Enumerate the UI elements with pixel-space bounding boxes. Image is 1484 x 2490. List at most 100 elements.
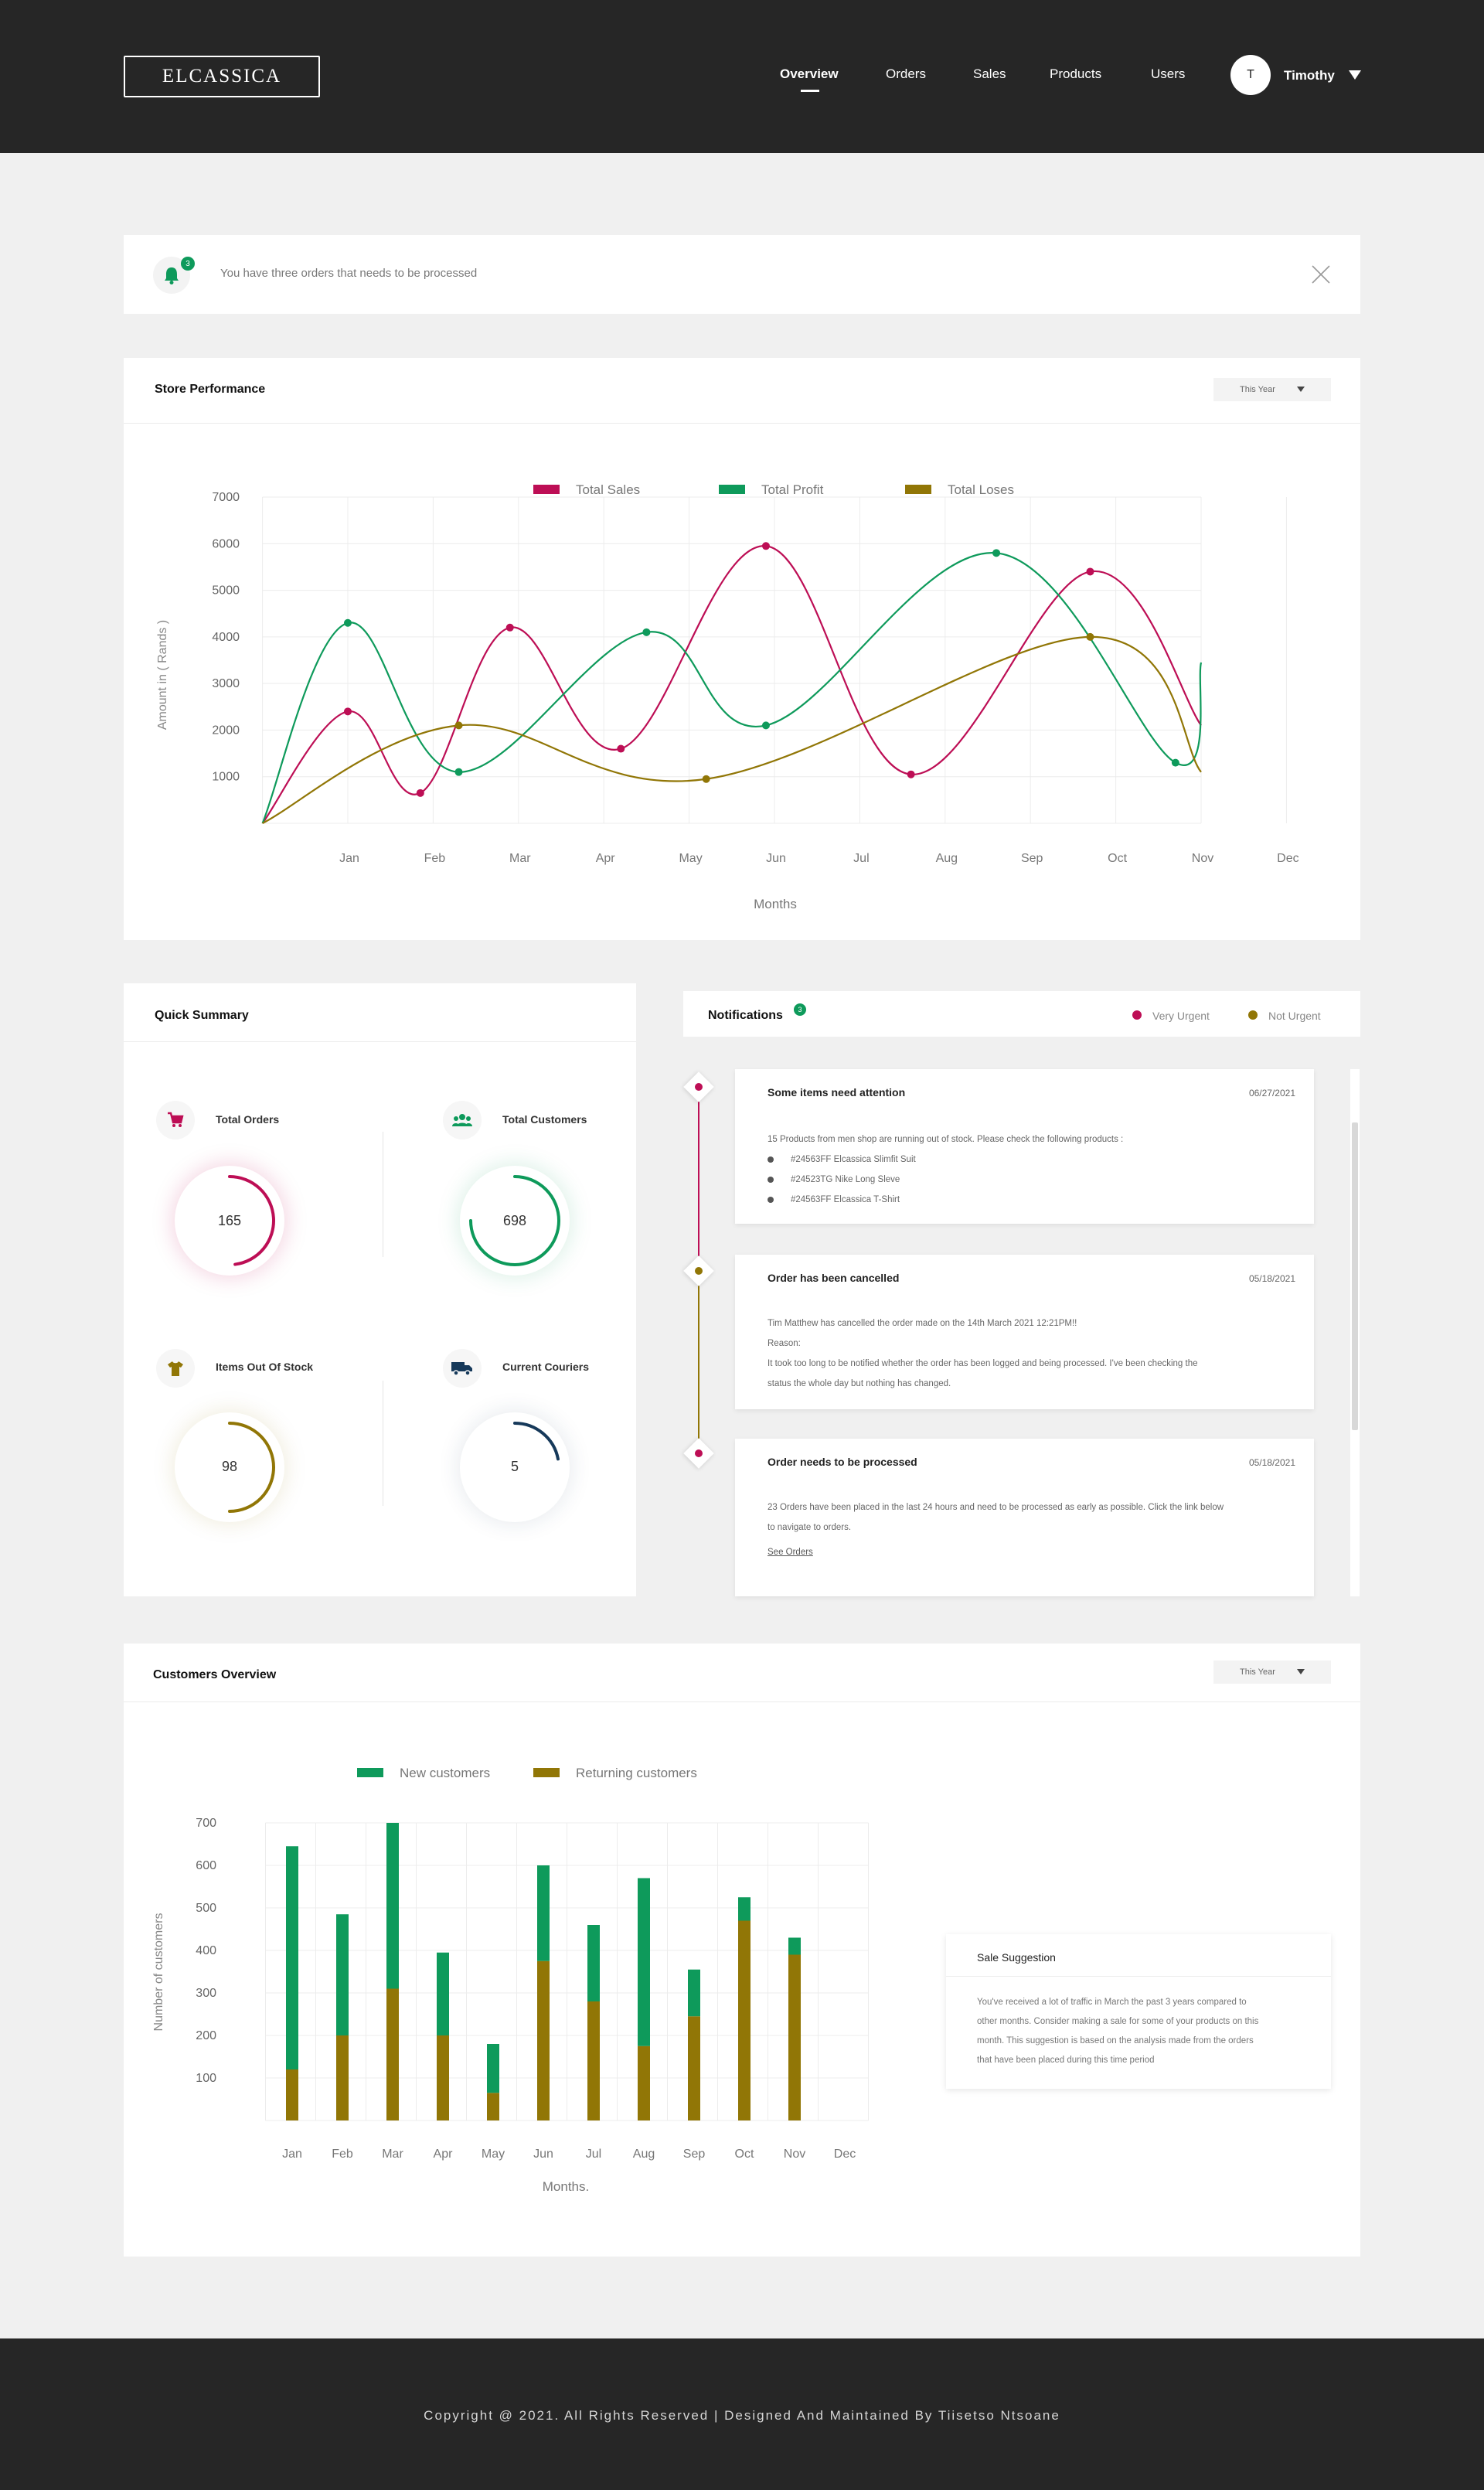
notification-title: Order needs to be processed: [768, 1456, 917, 1468]
bar-returning[interactable]: [437, 2035, 449, 2120]
bar-new[interactable]: [336, 1914, 349, 2035]
bar-new[interactable]: [738, 1897, 751, 1921]
x-tick-label: Jun: [766, 852, 786, 865]
store-performance-period-select[interactable]: This Year: [1213, 378, 1331, 401]
x-tick-label: Sep: [683, 2148, 706, 2161]
x-axis-title: Months.: [543, 2179, 589, 2194]
y-tick-label: 1000: [212, 771, 240, 784]
nav-users[interactable]: Users: [1151, 66, 1186, 81]
y-tick-label: 6000: [212, 537, 240, 550]
x-tick-label: Oct: [1108, 852, 1127, 865]
bar-returning[interactable]: [286, 2069, 298, 2120]
bar-new[interactable]: [587, 1925, 600, 2001]
data-point[interactable]: [761, 542, 770, 550]
nav-orders[interactable]: Orders: [886, 66, 926, 81]
y-tick-label: 400: [196, 1944, 216, 1957]
bar-new[interactable]: [688, 1969, 700, 2017]
y-tick-label: 100: [196, 2072, 216, 2085]
bar-returning[interactable]: [537, 1960, 550, 2120]
store-performance-title: Store Performance: [155, 383, 266, 396]
notification-title: Order has been cancelled: [768, 1272, 900, 1284]
progress-arc: [228, 1422, 275, 1513]
notification-item[interactable]: Some items need attention 06/27/2021 15 …: [735, 1069, 1314, 1224]
bar-returning[interactable]: [688, 2016, 700, 2120]
data-point[interactable]: [344, 618, 352, 627]
customers-overview-period-select[interactable]: This Year: [1213, 1661, 1331, 1684]
x-tick-label: Nov: [1192, 852, 1213, 865]
bar-returning[interactable]: [638, 2045, 650, 2120]
x-axis-title: Months: [754, 897, 797, 911]
bar-new[interactable]: [487, 2044, 499, 2093]
users-icon: [443, 1101, 482, 1139]
bar-returning[interactable]: [487, 2093, 499, 2120]
nav-products[interactable]: Products: [1050, 66, 1102, 81]
user-name[interactable]: Timothy: [1284, 68, 1335, 83]
notifications-title: Notifications: [708, 1009, 783, 1022]
data-point[interactable]: [761, 721, 770, 730]
x-tick-label: Aug: [936, 852, 958, 865]
data-point[interactable]: [416, 789, 424, 797]
bar-returning[interactable]: [587, 2001, 600, 2120]
notification-item[interactable]: Order needs to be processed 05/18/2021 2…: [735, 1439, 1314, 1596]
y-tick-label: 700: [196, 1817, 216, 1830]
nav-overview[interactable]: Overview: [780, 66, 839, 81]
y-tick-label: 500: [196, 1902, 216, 1915]
notification-title: Some items need attention: [768, 1086, 906, 1099]
chevron-down-icon: [1297, 1669, 1305, 1674]
page-footer: Copyright @ 2021. All Rights Reserved | …: [0, 2338, 1484, 2490]
bar-returning[interactable]: [788, 1954, 801, 2121]
legend-label: Total Loses: [948, 482, 1014, 497]
data-point[interactable]: [1171, 758, 1179, 767]
see-orders-link[interactable]: See Orders: [768, 1548, 813, 1557]
data-point[interactable]: [642, 628, 651, 636]
close-icon[interactable]: [1311, 264, 1331, 284]
notification-text: It took too long to be notified whether …: [768, 1359, 1198, 1368]
alert-message: You have three orders that needs to be p…: [220, 267, 478, 280]
data-point[interactable]: [617, 744, 625, 753]
data-point[interactable]: [907, 770, 915, 778]
data-point[interactable]: [505, 623, 514, 632]
card-divider: [124, 423, 1360, 424]
brand-logo[interactable]: ELCASSICA: [124, 56, 320, 97]
items-out-of-stock-label: Items Out Of Stock: [216, 1361, 314, 1373]
data-point[interactable]: [992, 549, 1001, 557]
bar-new[interactable]: [386, 1823, 399, 1989]
sale-suggestion-line: You've received a lot of traffic in Marc…: [977, 1998, 1247, 2007]
current-couriers-ring: [460, 1412, 570, 1522]
current-couriers-value: 5: [510, 1459, 519, 1474]
nav-sales[interactable]: Sales: [973, 66, 1006, 81]
data-point[interactable]: [454, 721, 463, 730]
data-point[interactable]: [344, 707, 352, 716]
data-point[interactable]: [1086, 567, 1094, 576]
y-tick-label: 5000: [212, 584, 240, 598]
y-tick-label: 2000: [212, 724, 240, 737]
y-axis-title: Number of customers: [152, 1913, 165, 2032]
sale-suggestion-body: You've received a lot of traffic in Marc…: [977, 1993, 1258, 2070]
bar-new[interactable]: [788, 1937, 801, 1955]
very-urgent-dot: [1132, 1010, 1142, 1020]
bar-returning[interactable]: [386, 1988, 399, 2121]
bar-returning[interactable]: [336, 2035, 349, 2120]
x-tick-label: Jan: [282, 2148, 302, 2161]
bar-new[interactable]: [638, 1878, 650, 2046]
data-point[interactable]: [702, 775, 710, 783]
sale-suggestion-line: other months. Consider making a sale for…: [977, 2017, 1259, 2026]
cart-icon: [156, 1101, 195, 1139]
total-customers-value: 698: [502, 1213, 527, 1228]
bar-new[interactable]: [437, 1952, 449, 2035]
product-list-item: #24563FF Elcassica Slimfit Suit: [768, 1150, 1123, 1170]
bar-new[interactable]: [286, 1846, 298, 2069]
progress-arc: [513, 1422, 560, 1461]
x-tick-label: Feb: [332, 2148, 353, 2161]
chart-grid: [265, 1822, 869, 2121]
user-menu-caret-icon[interactable]: [1349, 70, 1361, 80]
notifications-scrollbar-thumb[interactable]: [1352, 1122, 1358, 1430]
bar-returning[interactable]: [738, 1920, 751, 2121]
bar-new[interactable]: [537, 1865, 550, 1961]
data-point[interactable]: [1086, 632, 1094, 641]
x-tick-label: May: [482, 2148, 505, 2161]
y-tick-label: 300: [196, 1987, 216, 2000]
notification-item[interactable]: Order has been cancelled 05/18/2021 Tim …: [735, 1255, 1314, 1409]
data-point[interactable]: [454, 768, 463, 776]
avatar[interactable]: T: [1230, 55, 1271, 95]
